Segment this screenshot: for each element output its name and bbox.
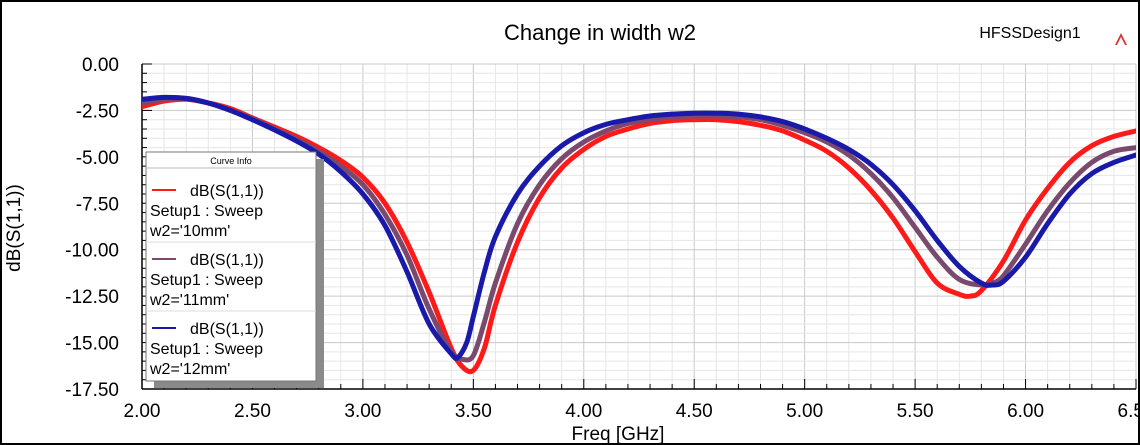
x-tick-label: 6.50 <box>1118 401 1138 422</box>
legend-entry-setup: Setup1 : Sweep <box>150 203 263 220</box>
axes <box>141 63 1137 390</box>
legend-entry: dB(S(1,1)) Setup1 : Sweep w2='12mm' <box>149 321 264 378</box>
x-tick-label: 3.50 <box>455 401 492 422</box>
y-tick-label: -15.00 <box>65 334 119 355</box>
ansoft-logo-icon <box>1115 33 1127 45</box>
series-line <box>142 94 1136 361</box>
legend-entry-setup: Setup1 : Sweep <box>150 341 263 358</box>
x-tick-label: 2.00 <box>124 401 161 422</box>
curve-info-legend[interactable]: Curve Info dB(S(1,1)) Setup1 : Sweep w2=… <box>145 151 324 388</box>
y-tick-label: -2.50 <box>76 101 119 122</box>
y-tick-label: -12.50 <box>65 287 119 308</box>
series-line <box>142 96 1136 375</box>
legend-entry: dB(S(1,1)) Setup1 : Sweep w2='11mm' <box>149 252 264 309</box>
legend-entry-param: w2='10mm' <box>149 223 230 240</box>
x-tick-label: 5.50 <box>897 401 934 422</box>
y-axis-title: dB(S(1,1)) <box>4 184 25 272</box>
design-name: HFSSDesign1 <box>979 25 1080 42</box>
legend-entry-setup: Setup1 : Sweep <box>150 272 263 289</box>
legend-entry-param: w2='12mm' <box>149 361 230 378</box>
chart-title: Change in width w2 <box>504 20 696 45</box>
x-axis-title: Freq [GHz] <box>572 424 665 443</box>
legend-entry-measure: dB(S(1,1)) <box>190 252 264 269</box>
legend-entry: dB(S(1,1)) Setup1 : Sweep w2='10mm' <box>149 183 264 240</box>
x-tick-label: 5.00 <box>786 401 823 422</box>
legend-entry-measure: dB(S(1,1)) <box>190 321 264 338</box>
y-tick-label: -17.50 <box>65 380 119 401</box>
legend-entry-param: w2='11mm' <box>149 292 229 309</box>
legend-entry-measure: dB(S(1,1)) <box>190 183 264 200</box>
y-tick-label: -5.00 <box>76 148 119 169</box>
x-tick-label: 6.00 <box>1007 401 1044 422</box>
x-tick-label: 4.00 <box>565 401 602 422</box>
series <box>142 94 1136 375</box>
ticks: 2.00 2.50 3.00 3.50 4.00 4.50 5.00 5.50 6.00 6.50… <box>65 55 1138 422</box>
y-tick-label: -7.50 <box>76 194 119 215</box>
y-tick-label: -10.00 <box>65 241 119 262</box>
x-tick-label: 2.50 <box>234 401 271 422</box>
y-tick-label: 0.00 <box>82 55 119 76</box>
x-tick-label: 3.00 <box>344 401 381 422</box>
legend-title: Curve Info <box>210 156 252 166</box>
x-tick-label: 4.50 <box>676 401 713 422</box>
